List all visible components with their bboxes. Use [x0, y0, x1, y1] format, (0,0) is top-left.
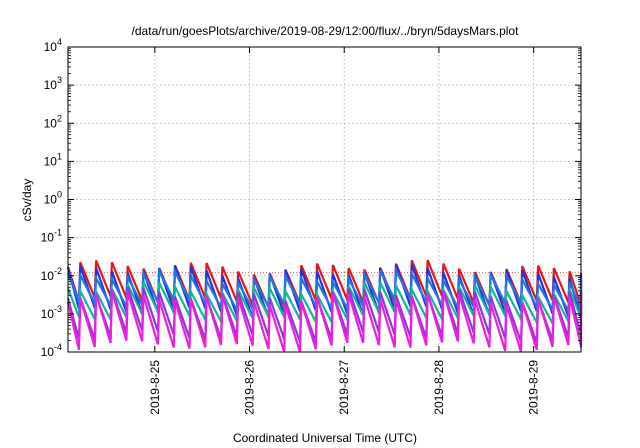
y-tick-label: 10-1 — [41, 228, 62, 245]
y-tick-label: 101 — [44, 151, 62, 168]
y-tick-exponent: 3 — [57, 75, 62, 85]
y-tick-label: 10-4 — [41, 342, 62, 359]
plot-frame — [67, 46, 582, 353]
y-tick-base: 10 — [44, 78, 58, 92]
y-tick-base: 10 — [44, 40, 58, 54]
chart-title: /data/run/goesPlots/archive/2019-08-29/1… — [132, 24, 520, 38]
y-tick-label: 103 — [44, 75, 62, 92]
x-tick-label: 2019-8-25 — [148, 360, 162, 415]
series-line — [66, 290, 583, 353]
y-tick-base: 10 — [41, 345, 55, 359]
grid — [68, 47, 581, 352]
x-tick-label: 2019-8-26 — [243, 360, 257, 415]
y-tick-base: 10 — [41, 307, 55, 321]
y-tick-base: 10 — [44, 193, 58, 207]
x-tick-label: 2019-8-28 — [432, 360, 446, 415]
y-tick-exponent: -2 — [54, 266, 62, 276]
y-tick-exponent: -1 — [54, 228, 62, 238]
y-tick-label: 10-2 — [41, 266, 62, 283]
x-ticks: 2019-8-25 2019-8-26 2019-8-27 2019-8-28 2019… — [148, 47, 541, 415]
y-tick-label: 100 — [44, 190, 62, 207]
y-tick-exponent: 1 — [57, 151, 62, 161]
series-group — [66, 259, 583, 353]
y-tick-base: 10 — [41, 231, 55, 245]
x-axis-label: Coordinated Universal Time (UTC) — [233, 431, 417, 445]
y-tick-label: 10-3 — [41, 304, 62, 321]
x-tick-label: 2019-8-27 — [337, 360, 351, 415]
y-axis-label: cSv/day — [20, 179, 34, 222]
y-tick-exponent: 4 — [57, 37, 62, 47]
y-tick-exponent: 0 — [57, 190, 62, 200]
y-tick-exponent: 2 — [57, 113, 62, 123]
y-tick-exponent: -3 — [54, 304, 62, 314]
y-tick-base: 10 — [44, 154, 58, 168]
y-tick-label: 102 — [44, 113, 62, 130]
y-tick-base: 10 — [44, 116, 58, 130]
y-tick-exponent: -4 — [54, 342, 62, 352]
y-tick-label: 104 — [44, 37, 62, 54]
y-tick-base: 10 — [41, 269, 55, 283]
x-tick-label: 2019-8-29 — [527, 360, 541, 415]
